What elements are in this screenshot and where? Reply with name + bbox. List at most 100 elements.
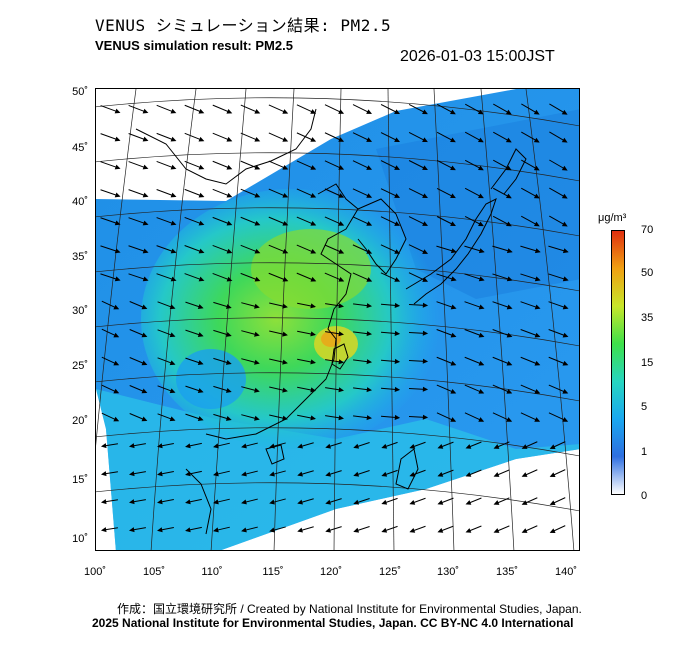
wind-arrow-head (477, 137, 484, 143)
wind-arrow-head (493, 444, 500, 449)
wind-arrow-head (142, 248, 149, 254)
wind-arrow-head (505, 165, 512, 171)
wind-arrow-head (114, 248, 121, 254)
wind-arrow-head (534, 360, 541, 366)
wind-arrow-head (366, 277, 373, 282)
map-title-en: VENUS simulation result: PM2.5 (95, 38, 293, 53)
wind-arrow-head (394, 277, 401, 282)
wind-arrow-head (225, 331, 232, 337)
wind-arrow-head (422, 277, 429, 282)
pm25-plume (141, 189, 441, 449)
wind-arrow-head (409, 471, 416, 477)
wind-arrow-head (353, 443, 360, 449)
wind-arrow-head (394, 358, 401, 364)
wind-arrow-head (310, 221, 317, 226)
wind-arrow-head (113, 388, 120, 394)
wind-arrow-head (197, 332, 204, 337)
lon-label-135: 135˚ (495, 566, 519, 578)
wind-arrow-head (394, 330, 401, 336)
wind-arrow-head (170, 136, 177, 142)
wind-arrow-head (534, 389, 541, 394)
wind-arrow-head (141, 388, 148, 394)
wind-arrow-head (185, 499, 191, 505)
wind-arrow-head (477, 109, 484, 115)
wind-arrow-head (506, 417, 513, 422)
wind-arrow-head (241, 471, 247, 477)
wind-arrow-head (226, 220, 233, 226)
wind-arrow-head (534, 276, 541, 282)
wind-arrow-head (422, 193, 428, 198)
wind-arrow-head (310, 165, 317, 170)
wind-arrow-head (310, 276, 317, 282)
wind-arrow-head (282, 303, 288, 309)
wind-arrow-head (282, 137, 289, 142)
wind-arrow-head (521, 528, 528, 533)
wind-arrow-head (310, 248, 317, 254)
wind-arrow-head (506, 332, 513, 338)
wind-arrow-head (254, 164, 261, 170)
credit-line: 作成：国立環境研究所 / Created by National Institu… (117, 602, 582, 616)
wind-arrow-head (197, 388, 204, 393)
wind-arrow-head (366, 193, 373, 198)
wind-arrow-head (325, 443, 332, 449)
wind-arrow-head (534, 417, 541, 422)
lat-label-40: 40˚ (72, 196, 88, 208)
timestamp: 2026-01-03 15:00JST (400, 48, 555, 65)
wind-arrow-head (450, 248, 457, 254)
wind-arrow-head (437, 528, 444, 533)
wind-arrow-head (225, 415, 232, 421)
wind-arrow-head (549, 528, 556, 533)
lat-label-50: 50˚ (72, 86, 88, 98)
lat-label-20: 20˚ (72, 415, 88, 427)
wind-arrow-head (225, 303, 232, 309)
wind-arrow-head (282, 359, 288, 365)
wind-arrow-head (381, 527, 388, 533)
wind-arrow-head (338, 331, 345, 337)
wind-arrow-head (297, 471, 303, 477)
wind-arrow-head (505, 193, 512, 199)
wind-arrow-head (241, 443, 247, 449)
wind-arrow-head (506, 276, 513, 282)
wind-arrow-head (394, 165, 401, 170)
wind-arrow-head (226, 136, 233, 142)
wind-arrow-head (310, 387, 316, 393)
wind-arrow-head (338, 359, 345, 365)
wind-arrow-head (241, 527, 247, 533)
colorbar-tick: 35 (641, 312, 654, 324)
wind-arrow-head (533, 165, 540, 171)
wind-arrow-head (422, 386, 429, 392)
wind-arrow-head (310, 303, 316, 309)
wind-arrow-head (254, 331, 260, 337)
wind-arrow-head (226, 164, 233, 170)
wind-arrow-head (198, 276, 205, 282)
wind-arrow-head (561, 165, 568, 171)
wind-arrow-head (366, 303, 373, 309)
lon-label-100: 100˚ (83, 566, 107, 578)
wind-arrow-head (422, 330, 429, 336)
wind-arrow-head (450, 109, 456, 115)
wind-arrow-head (478, 360, 485, 366)
wind-arrow-head (254, 136, 261, 142)
wind-arrow-head (310, 193, 317, 198)
wind-arrow-head (113, 416, 120, 422)
lon-label-120: 120˚ (319, 566, 343, 578)
wind-arrow-head (128, 527, 135, 533)
wind-arrow-head (338, 277, 345, 282)
wind-arrow-head (269, 471, 275, 477)
wind-arrow-head (338, 415, 345, 421)
wind-arrow-head (338, 303, 345, 309)
wind-arrow-head (198, 136, 205, 142)
wind-arrow-head (366, 387, 373, 393)
wind-arrow-head (549, 472, 556, 477)
wind-arrow-head (506, 389, 513, 394)
wind-arrow-head (450, 389, 457, 394)
wind-arrow-head (114, 276, 121, 282)
wind-arrow-head (114, 136, 121, 142)
wind-arrow-head (478, 276, 485, 282)
wind-arrow-head (114, 220, 121, 226)
wind-arrow-head (450, 276, 457, 282)
lon-label-105: 105˚ (142, 566, 166, 578)
wind-arrow-head (142, 108, 149, 114)
wind-arrow-head (254, 303, 260, 309)
wind-arrow-head (225, 387, 232, 393)
